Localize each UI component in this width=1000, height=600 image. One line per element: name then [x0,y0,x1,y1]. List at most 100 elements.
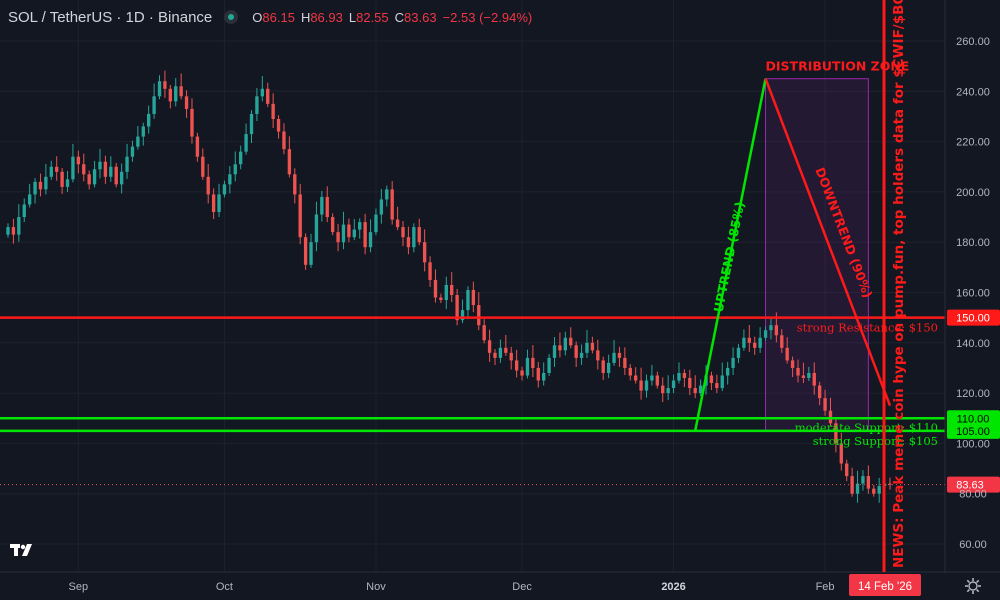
candle [374,208,378,236]
candle [71,143,75,183]
candle [379,188,384,224]
candle [547,354,551,376]
level-price-tag [947,410,1000,427]
candle [244,123,248,155]
candle [174,77,178,107]
candle-body [428,262,432,280]
candle-body [287,149,292,175]
candle [715,374,719,394]
level-label: strong Support: $105 [813,434,938,448]
candle-body [336,232,340,243]
candle-body [709,375,714,384]
candle [482,319,486,344]
candle-body [796,367,800,376]
candle [422,229,427,272]
candle-body [352,229,356,238]
candle [720,362,724,392]
candle-body [487,340,492,353]
candle-body [520,370,524,376]
y-tick-label: 60.00 [959,539,987,551]
candle-body [201,156,205,177]
candle [693,375,697,399]
candle-body [422,242,427,263]
candle [103,155,108,184]
candle [233,151,237,182]
candle-body [320,196,324,215]
candle [466,286,470,320]
candle [509,346,513,370]
trendlines: 14 Feb '26 [693,0,921,596]
candle-body [417,227,421,243]
candle-body [11,227,16,235]
candle [531,345,535,378]
x-axis[interactable]: Sep Oct Nov Dec 2026 Feb [69,581,835,593]
y-tick-label: 160.00 [956,288,990,300]
candle [634,367,638,384]
candle [477,292,481,331]
candle [282,123,286,155]
candles [6,70,892,503]
candle-body [401,227,405,238]
candle-body [839,443,843,464]
candle [612,340,616,366]
candle [157,75,162,100]
candle-body [855,483,860,494]
candle [655,371,660,389]
candle-body [569,337,573,346]
y-axis[interactable]: 60.00 80.00 100.00 120.00 140.00 160.00 180.00… [944,0,990,572]
crosshair-date-text: 14 Feb '26 [858,581,912,593]
candle-body [758,337,762,348]
candle-body [715,383,719,389]
candle-body [590,342,595,351]
candle [644,374,649,398]
candle-body [92,169,97,185]
low-value: L82.55 [348,9,389,25]
downtrend-line[interactable] [764,78,892,407]
crosshair-date-tag [849,574,921,596]
y-tick-label: 120.00 [956,388,990,400]
candle-body [509,352,513,361]
candle [839,432,843,471]
close-value: C83.63 [394,9,437,25]
level-label: moderate Support: $110 [795,420,938,434]
candle-body [412,227,416,248]
candle-body [439,297,443,301]
candle [92,160,97,188]
candle-body [671,380,676,389]
candle [114,162,118,188]
candle-body [872,488,876,494]
candle [271,93,275,129]
candle [801,362,806,384]
candle-body [211,194,216,213]
candle [341,211,346,250]
candle-body [888,483,892,485]
candle-body [222,184,227,195]
candle [796,359,800,383]
candle [76,150,81,174]
candle [661,377,665,403]
candle [49,160,53,180]
gear-icon[interactable] [964,577,982,595]
symbol-title[interactable]: SOL / TetherUS · 1D · Binance [8,8,213,26]
level-price-text: 105.00 [956,426,990,438]
candle-body [141,126,145,137]
candle-body [179,86,183,97]
candle [861,470,865,491]
candle-body [163,81,167,89]
candle-body [552,345,557,358]
candle [834,417,838,453]
candle-body [168,88,173,102]
candle [395,206,400,231]
candle-body [655,375,660,386]
candle-body [309,242,313,265]
uptrend-line[interactable] [693,78,767,432]
candle [845,459,849,482]
x-tick-label: Sep [69,581,89,593]
candle [487,329,492,362]
candle-body [774,325,779,336]
candle-body [347,224,351,238]
candle [828,397,833,427]
tradingview-logo-icon[interactable] [10,540,36,560]
